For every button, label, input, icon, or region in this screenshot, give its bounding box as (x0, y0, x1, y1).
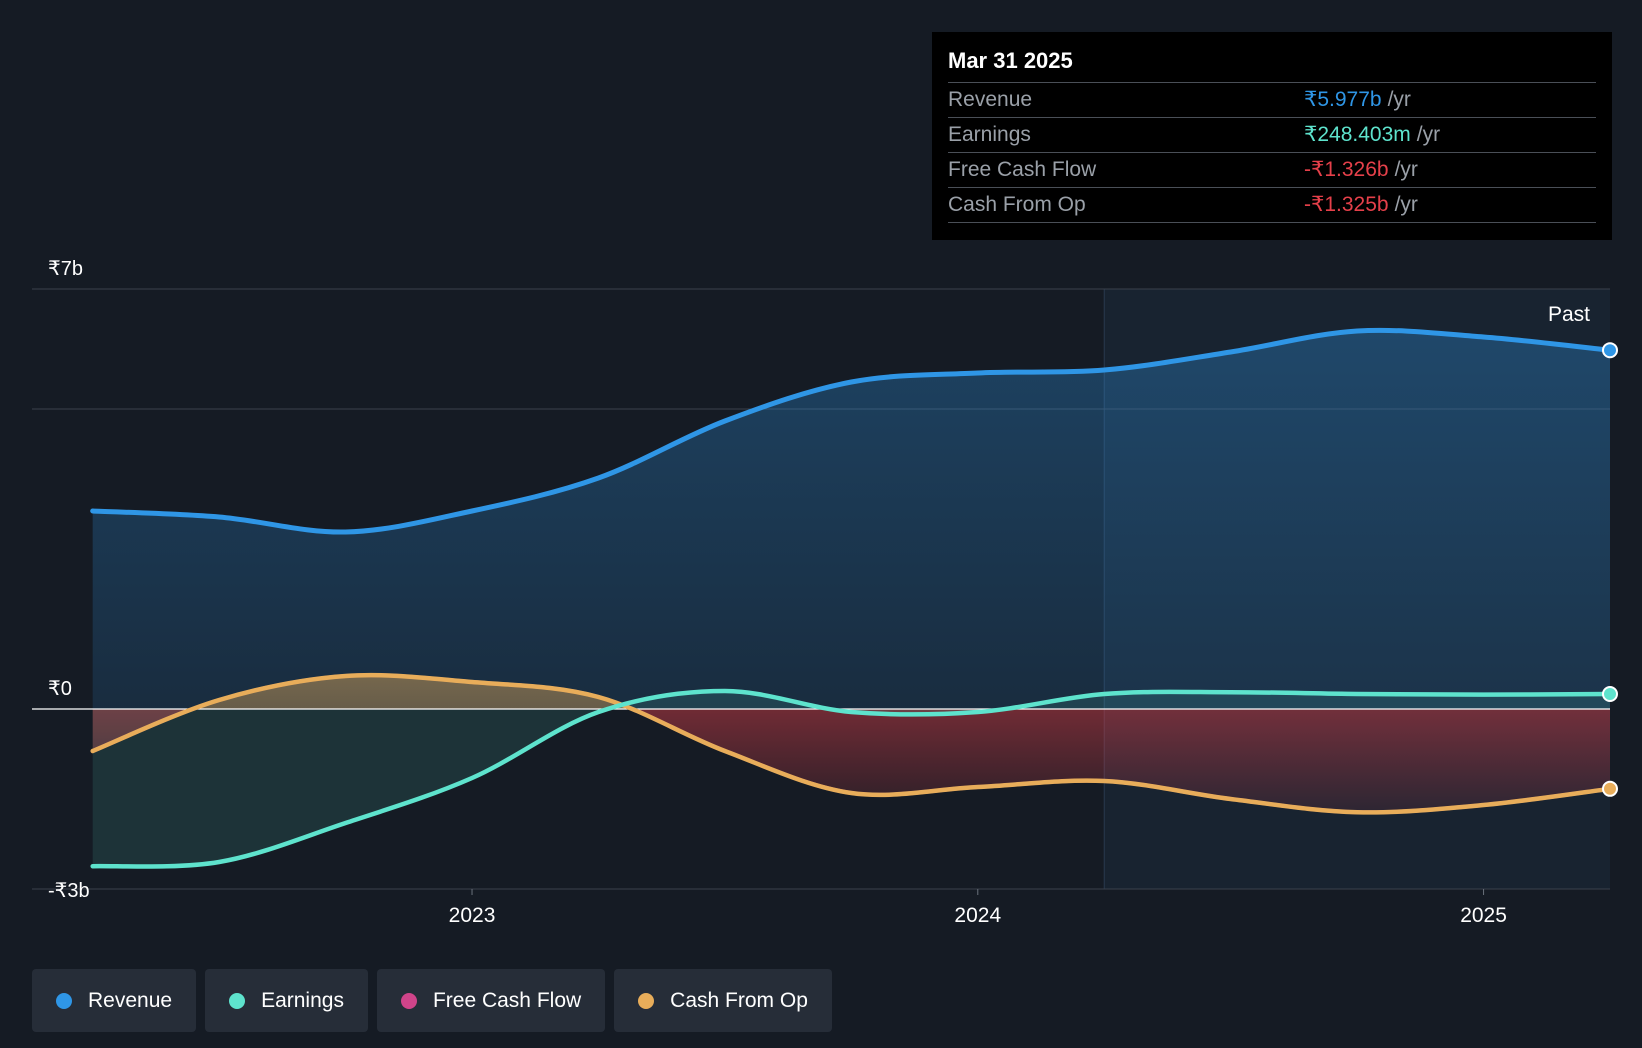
tooltip-unit: /yr (1394, 158, 1418, 181)
legend-dot-icon (638, 992, 655, 1009)
legend-item-cash-from-op[interactable]: Cash From Op (614, 969, 832, 1032)
x-tick-label: 2023 (449, 904, 496, 927)
earnings-area (92, 691, 1611, 867)
y-tick-label: ₹0 (48, 678, 72, 700)
earnings-line (90, 688, 1613, 869)
revenue-end-point (1602, 342, 1618, 359)
revenue-line (90, 327, 1613, 535)
cash-flow-negative-area (92, 709, 1610, 813)
y-tick-label: ₹7b (48, 258, 83, 280)
legend-dot-icon (56, 992, 72, 1009)
tooltip-unit: /yr (1387, 88, 1411, 111)
tooltip-label: Cash From Op (948, 193, 1086, 216)
tooltip-row-free-cash-flow: Free Cash Flow -₹1.326b /yr (948, 152, 1596, 187)
legend-label: Earnings (261, 988, 344, 1012)
y-tick-label: -₹3b (48, 880, 90, 902)
legend-item-earnings[interactable]: Earnings (205, 969, 368, 1032)
legend-item-revenue[interactable]: Revenue (32, 969, 197, 1032)
tooltip-unit: /yr (1394, 193, 1418, 216)
legend-dot-icon (229, 992, 246, 1009)
tooltip-label: Revenue (948, 88, 1033, 111)
x-tick-label: 2024 (954, 904, 1001, 927)
legend-label: Free Cash Flow (432, 988, 582, 1012)
legend-label: Revenue (88, 988, 173, 1012)
x-tick-label: 2025 (1460, 904, 1507, 927)
tooltip-value: -₹1.325b (1304, 193, 1389, 216)
legend-item-free-cash-flow[interactable]: Free Cash Flow (376, 969, 606, 1032)
earnings-end-point (1602, 686, 1618, 702)
legend-label: Cash From Op (670, 988, 808, 1012)
legend-dot-icon (400, 992, 417, 1009)
cash-from-op-line (90, 672, 1613, 815)
legend: Revenue Earnings Free Cash Flow Cash Fro… (32, 969, 832, 1032)
tooltip-date: Mar 31 2025 (948, 48, 1073, 73)
revenue-area (92, 330, 1611, 709)
tooltip-label: Earnings (948, 123, 1031, 146)
tooltip-unit: /yr (1416, 123, 1441, 146)
cash-from-op-end-point (1602, 780, 1618, 797)
tooltip-panel: Mar 31 2025 Revenue ₹5.977b /yr Earnings… (932, 32, 1612, 240)
tooltip-value: -₹1.326b (1304, 158, 1389, 181)
tooltip-label: Free Cash Flow (948, 158, 1097, 181)
tooltip-value: ₹248.403m (1304, 123, 1411, 146)
past-label: Past (1548, 303, 1590, 326)
tooltip-row-revenue: Revenue ₹5.977b /yr (948, 82, 1596, 117)
tooltip-row-cash-from-op: Cash From Op -₹1.325b /yr (948, 187, 1596, 223)
tooltip-value: ₹5.977b (1304, 88, 1382, 111)
tooltip-row-earnings: Earnings ₹248.403m /yr (948, 117, 1596, 152)
